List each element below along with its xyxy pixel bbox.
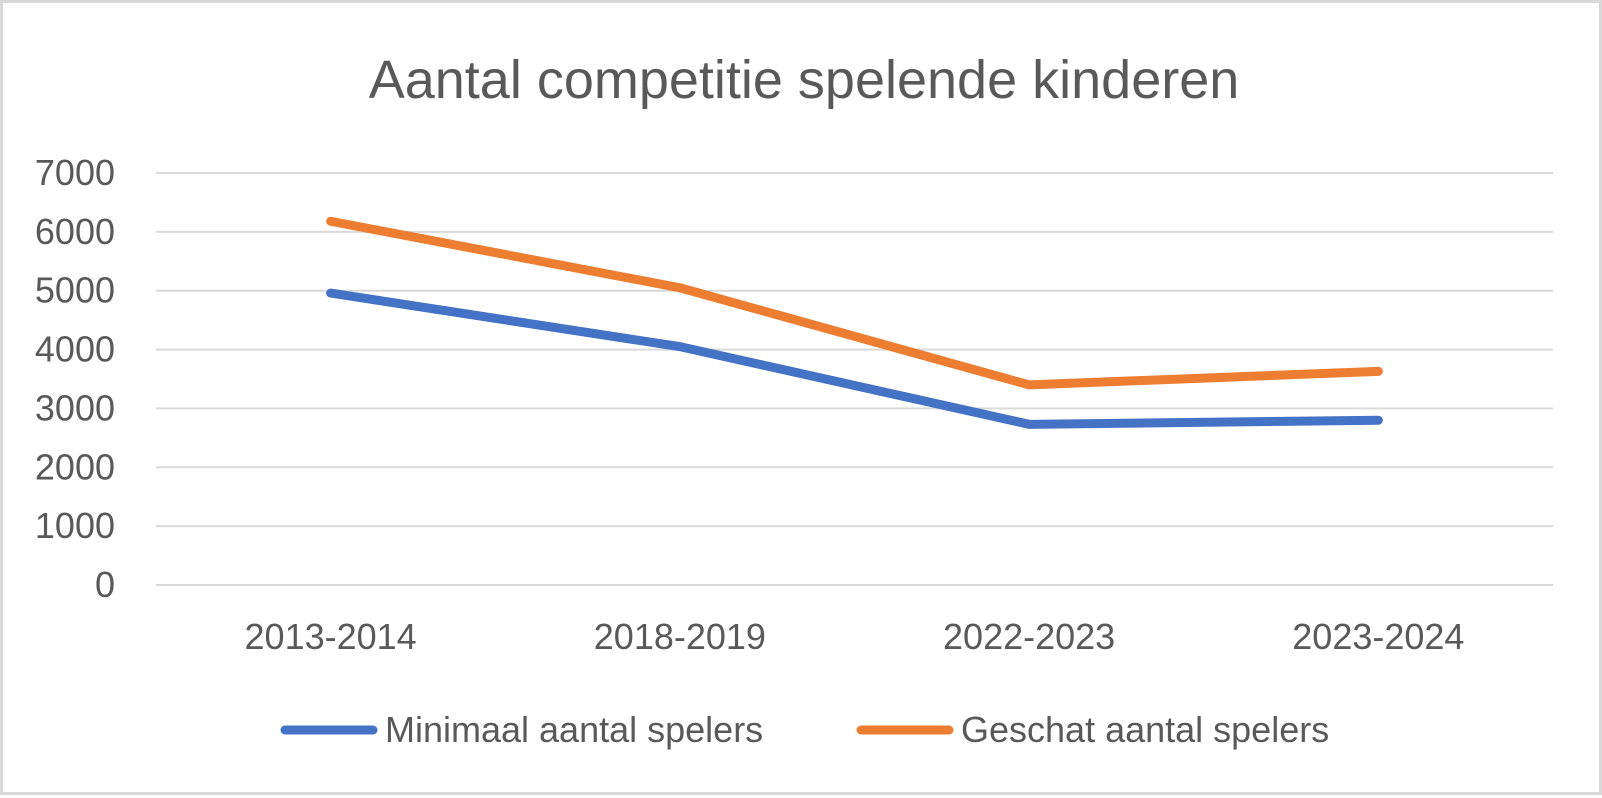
- y-tick-label: 5000: [35, 270, 115, 311]
- y-tick-label: 4000: [35, 329, 115, 370]
- x-axis-tick-labels: 2013-2014 2018-2019 2022-2023 2023-2024: [245, 616, 1465, 657]
- series-line-2: [326, 216, 1383, 390]
- series-line-1: [326, 288, 1383, 429]
- y-tick-label: 3000: [35, 387, 115, 428]
- line-chart: Aantal competitie spelende kinderen 0 100…: [35, 50, 1553, 750]
- y-axis-tick-labels: 0 1000 2000 3000 4000 5000 6000 7000: [35, 152, 115, 605]
- x-tick-label: 2022-2023: [943, 616, 1115, 657]
- series-lines: [326, 216, 1383, 429]
- y-tick-label: 2000: [35, 446, 115, 487]
- y-tick-label: 0: [95, 564, 115, 605]
- y-tick-label: 6000: [35, 211, 115, 252]
- y-tick-label: 7000: [35, 152, 115, 193]
- legend: Minimaal aantal spelers Geschat aantal sp…: [280, 709, 1329, 750]
- x-tick-label: 2023-2024: [1292, 616, 1464, 657]
- x-tick-label: 2013-2014: [245, 616, 417, 657]
- legend-label: Minimaal aantal spelers: [385, 709, 763, 750]
- gridlines: [156, 172, 1553, 586]
- chart-title: Aantal competitie spelende kinderen: [369, 50, 1240, 110]
- y-tick-label: 1000: [35, 505, 115, 546]
- legend-label: Geschat aantal spelers: [961, 709, 1329, 750]
- x-tick-label: 2018-2019: [594, 616, 766, 657]
